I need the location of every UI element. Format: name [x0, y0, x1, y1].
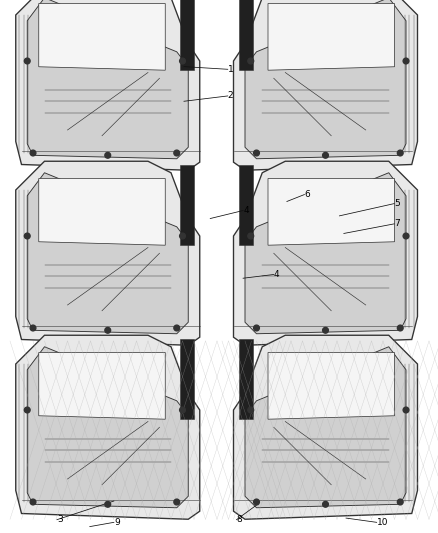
Circle shape [248, 407, 254, 413]
Circle shape [174, 499, 180, 505]
PathPatch shape [16, 0, 200, 170]
Text: 2: 2 [228, 92, 233, 100]
PathPatch shape [39, 4, 165, 70]
PathPatch shape [180, 165, 194, 245]
Circle shape [248, 233, 254, 239]
Circle shape [254, 499, 259, 505]
Text: 3: 3 [57, 515, 63, 524]
Circle shape [180, 407, 185, 413]
Circle shape [25, 407, 30, 413]
Circle shape [397, 499, 403, 505]
PathPatch shape [233, 0, 417, 170]
Circle shape [180, 233, 185, 239]
PathPatch shape [245, 173, 406, 334]
Circle shape [248, 58, 254, 64]
Circle shape [403, 58, 409, 64]
PathPatch shape [16, 161, 200, 345]
Circle shape [323, 327, 328, 333]
Circle shape [25, 58, 30, 64]
Circle shape [105, 327, 111, 333]
Text: 9: 9 [114, 518, 120, 527]
Circle shape [254, 150, 259, 156]
Text: 10: 10 [377, 518, 388, 527]
Circle shape [254, 325, 259, 331]
PathPatch shape [239, 165, 253, 245]
Text: 6: 6 [304, 190, 310, 199]
Circle shape [323, 152, 328, 158]
PathPatch shape [233, 335, 417, 519]
PathPatch shape [27, 0, 188, 159]
PathPatch shape [27, 173, 188, 334]
PathPatch shape [268, 179, 395, 245]
PathPatch shape [39, 352, 165, 419]
PathPatch shape [180, 338, 194, 419]
Circle shape [30, 325, 36, 331]
PathPatch shape [245, 347, 406, 508]
PathPatch shape [239, 0, 253, 70]
Circle shape [174, 150, 180, 156]
PathPatch shape [239, 338, 253, 419]
Text: 5: 5 [394, 199, 400, 208]
Text: 8: 8 [237, 515, 242, 524]
PathPatch shape [16, 335, 200, 519]
Circle shape [105, 502, 111, 507]
Circle shape [323, 502, 328, 507]
Text: 7: 7 [394, 220, 400, 228]
Circle shape [180, 58, 185, 64]
Circle shape [30, 150, 36, 156]
Circle shape [397, 325, 403, 331]
PathPatch shape [39, 179, 165, 245]
Text: 4: 4 [274, 270, 279, 279]
Circle shape [174, 325, 180, 331]
Text: 1: 1 [228, 65, 233, 74]
PathPatch shape [180, 0, 194, 70]
Circle shape [397, 150, 403, 156]
PathPatch shape [27, 347, 188, 508]
PathPatch shape [268, 4, 395, 70]
Circle shape [403, 233, 409, 239]
Circle shape [105, 152, 111, 158]
Text: 4: 4 [243, 206, 249, 215]
Circle shape [25, 233, 30, 239]
PathPatch shape [233, 161, 417, 345]
PathPatch shape [245, 0, 406, 159]
Circle shape [30, 499, 36, 505]
PathPatch shape [268, 352, 395, 419]
Circle shape [403, 407, 409, 413]
